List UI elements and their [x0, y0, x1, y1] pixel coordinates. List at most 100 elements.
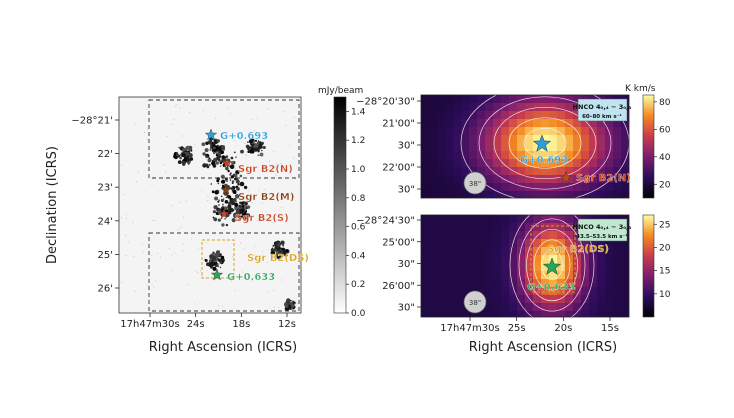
noise-speck: [244, 210, 246, 211]
right-top-pixel: [533, 103, 542, 112]
right-bottom-pixel: [517, 311, 526, 317]
noise-speck: [182, 135, 184, 137]
right-top-pixel: [437, 127, 446, 136]
left-xtick-label: 12s: [278, 319, 296, 330]
emission-speck: [232, 189, 237, 194]
right-bottom-contour: [533, 239, 571, 291]
emission-speck: [280, 240, 285, 245]
emission-speck: [260, 141, 264, 145]
noise-speck: [160, 256, 162, 258]
right-top-pixel: [469, 143, 478, 152]
noise-speck: [134, 290, 136, 292]
right-bottom-pixel: [453, 295, 462, 304]
right-top-pixel: [565, 143, 574, 152]
emission-speck: [211, 190, 215, 194]
right-top-pixel: [485, 143, 494, 152]
emission-speck: [226, 180, 228, 182]
right-bottom-pixel: [597, 263, 606, 272]
right-top-pixel: [525, 103, 534, 112]
emission-speck: [235, 179, 240, 184]
right-bottom-pixel: [453, 303, 462, 312]
noise-speck: [214, 117, 216, 119]
noise-speck: [180, 226, 182, 228]
emission-speck: [219, 266, 222, 269]
right-bottom-pixel: [605, 271, 614, 280]
right-bottom-pixel: [437, 279, 446, 288]
noise-speck: [125, 234, 126, 236]
right-bottom-pixel: [493, 303, 502, 312]
left-cbtick-label: 1.0: [351, 165, 366, 175]
right-bottom-pixel: [533, 239, 542, 248]
right-top-pixel: [541, 111, 550, 120]
right-bottom-pixel: [621, 303, 629, 312]
right-bottom-pixel: [573, 247, 582, 256]
right-bottom-pixel: [533, 311, 542, 317]
noise-speck: [214, 311, 216, 313]
right-bottom-ytick-label: −28°24'30": [356, 216, 415, 227]
right-top-pixel: [437, 135, 446, 144]
right-bottom-pixel: [557, 263, 566, 272]
left-ytick-label: 23': [98, 183, 113, 194]
right-bottom-ytick-label: 26'00": [382, 281, 415, 292]
right-top-pixel: [445, 183, 454, 192]
emission-speck: [247, 150, 250, 153]
right-bottom-pixel: [461, 223, 470, 232]
noise-speck: [274, 245, 275, 247]
right-bottom-pixel: [461, 247, 470, 256]
left-cbtick-label: 1.4: [351, 107, 366, 117]
right-top-pixel: [533, 143, 542, 152]
emission-speck: [213, 146, 216, 150]
right-bottom-pixel: [469, 231, 478, 240]
right-top-pixel: [493, 119, 502, 128]
right-bottom-pixel: [549, 247, 558, 256]
right-top-pixel: [573, 95, 582, 104]
right-bottom-pixel: [613, 287, 622, 296]
right-top-pixel: [445, 103, 454, 112]
noise-speck: [132, 222, 134, 223]
right-bottom-pixel: [525, 223, 534, 232]
right-bottom-pixel: [493, 263, 502, 272]
noise-speck: [251, 201, 253, 203]
right-bottom-pixel: [517, 247, 526, 256]
right-bottom-ytick-label: 30": [398, 259, 415, 270]
left-star-sgr-b2-n-: [221, 157, 233, 168]
right-bottom-pixel: [517, 215, 526, 224]
right-top-pixel: [525, 135, 534, 144]
noise-speck: [125, 213, 127, 215]
emission-speck: [279, 249, 282, 251]
right-top-subtitle: 60–80 km s⁻¹: [582, 113, 622, 120]
emission-speck: [211, 161, 216, 166]
noise-speck: [186, 200, 188, 202]
noise-speck: [266, 261, 268, 263]
emission-speck: [214, 196, 219, 201]
emission-speck: [240, 215, 243, 218]
emission-speck: [222, 204, 224, 206]
right-top-pixel: [485, 175, 494, 184]
noise-speck: [284, 111, 286, 113]
right-bottom-pixel: [469, 271, 478, 280]
right-bottom-pixel: [453, 247, 462, 256]
right-top-pixel: [421, 143, 430, 152]
emission-speck: [220, 195, 223, 198]
noise-speck: [272, 222, 274, 224]
right-bottom-pixel: [517, 255, 526, 264]
right-bottom-pixel: [485, 215, 494, 224]
right-top-pixel: [509, 159, 518, 168]
right-top-pixel: [493, 191, 502, 198]
right-bottom-pixel: [557, 223, 566, 232]
right-bottom-star-g-0-633: [542, 257, 562, 275]
right-top-pixel: [493, 167, 502, 176]
right-top-pixel: [429, 95, 438, 104]
right-top-pixel: [605, 143, 614, 152]
right-top-pixel: [613, 143, 622, 152]
emission-speck: [204, 148, 209, 153]
right-bottom-pixel: [589, 239, 598, 248]
right-top-pixel: [565, 159, 574, 168]
left-cbtick-label: 0.8: [351, 194, 366, 204]
right-top-pixel: [461, 159, 470, 168]
right-bottom-pixel: [525, 239, 534, 248]
right-bottom-pixel: [517, 223, 526, 232]
right-top-pixel: [445, 159, 454, 168]
right-bottom-pixel: [589, 287, 598, 296]
right-top-pixel: [549, 127, 558, 136]
